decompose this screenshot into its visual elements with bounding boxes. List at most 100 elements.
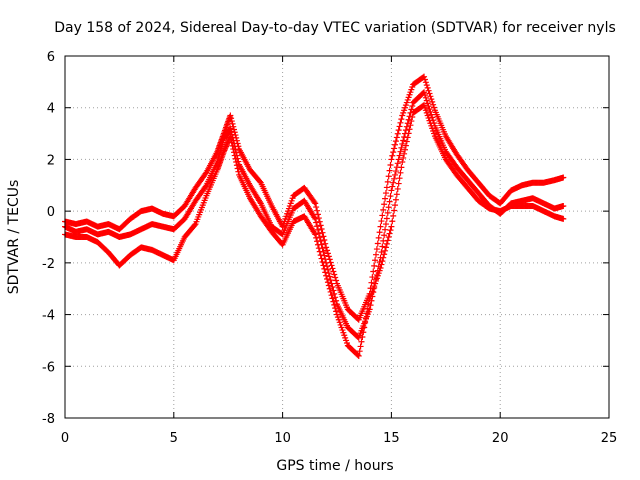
y-tick-label: 0: [47, 205, 55, 220]
data-point: [560, 174, 567, 181]
data-point: [232, 155, 239, 162]
data-point: [390, 179, 397, 186]
data-point: [228, 136, 235, 143]
data-point: [312, 231, 319, 238]
data-point: [373, 246, 380, 253]
data-point: [426, 106, 433, 113]
data-point: [383, 184, 390, 191]
data-point: [428, 96, 435, 103]
data-point: [315, 245, 322, 252]
data-point: [313, 234, 320, 241]
data-point: [375, 234, 382, 241]
data-point: [402, 142, 409, 149]
data-point: [380, 206, 387, 213]
data-point: [381, 201, 388, 208]
data-point: [370, 268, 377, 275]
data-point: [395, 156, 402, 163]
data-point: [429, 114, 436, 121]
data-point: [228, 115, 235, 122]
data-point: [364, 305, 371, 312]
x-tick-label: 25: [601, 431, 618, 446]
data-point: [560, 202, 567, 209]
data-point: [311, 199, 318, 206]
data-point: [322, 240, 329, 247]
x-tick-label: 0: [61, 431, 69, 446]
plot-background: [65, 56, 609, 418]
data-point: [233, 162, 240, 169]
data-point: [326, 285, 333, 292]
data-point: [316, 248, 323, 255]
data-point: [321, 237, 328, 244]
data-point: [331, 290, 338, 297]
data-point: [378, 261, 385, 268]
data-point: [235, 168, 242, 175]
data-point: [313, 219, 320, 226]
data-point: [392, 171, 399, 178]
data-point: [400, 154, 407, 161]
data-point: [406, 126, 413, 133]
data-point: [421, 76, 428, 83]
data-point: [430, 101, 437, 108]
data-point: [396, 175, 403, 182]
data-point: [393, 191, 400, 198]
plot-border: [64, 55, 610, 419]
data-point: [356, 348, 363, 355]
data-point: [397, 119, 404, 126]
data-point: [330, 298, 337, 305]
data-point: [387, 227, 394, 234]
data-point: [427, 108, 434, 115]
data-point: [389, 183, 396, 190]
data-point: [391, 175, 398, 182]
chart-title: Day 158 of 2024, Sidereal Day-to-day VTE…: [54, 20, 616, 36]
data-point: [324, 279, 331, 286]
data-point: [333, 297, 340, 304]
data-point: [314, 223, 321, 230]
data-point: [392, 168, 399, 175]
data-point: [392, 202, 399, 209]
data-point: [399, 140, 406, 147]
data-point: [395, 180, 402, 187]
y-tick-label: 6: [47, 50, 55, 65]
data-point: [314, 207, 321, 214]
y-tick-label: -6: [42, 360, 55, 375]
data-point: [233, 159, 240, 166]
data-point: [313, 204, 320, 211]
series-track-c: [62, 102, 567, 359]
data-point: [372, 257, 379, 264]
data-point: [398, 116, 405, 123]
x-tick-label: 10: [274, 431, 291, 446]
y-axis-label: SDTVAR / TECUs: [6, 180, 22, 295]
data-point: [374, 240, 381, 247]
data-point: [333, 308, 340, 315]
x-tick-label: 15: [383, 431, 400, 446]
tick-layer: 0 5 10 15 20 25 -8 -6 -4 -2 0 2 4 6: [42, 50, 617, 446]
data-point: [387, 162, 394, 169]
data-point: [324, 276, 331, 283]
data-point: [329, 265, 336, 272]
data-point: [362, 319, 369, 326]
data-point: [328, 292, 335, 299]
data-point: [229, 120, 236, 127]
data-point: [385, 173, 392, 180]
data-point: [358, 338, 365, 345]
y-tick-label: -4: [42, 309, 55, 324]
y-tick-label: 4: [47, 102, 55, 117]
data-point: [381, 232, 388, 239]
data-point: [320, 233, 327, 240]
y-tick-label: 2: [47, 153, 55, 168]
x-tick-label: 20: [492, 431, 509, 446]
data-point: [422, 79, 429, 86]
data-point: [315, 230, 322, 237]
data-point: [398, 144, 405, 151]
data-point: [382, 190, 389, 197]
data-point: [379, 258, 386, 265]
data-point: [422, 94, 429, 101]
data-point: [354, 352, 361, 359]
data-point: [389, 218, 396, 225]
data-point: [379, 243, 386, 250]
x-tick-label: 5: [170, 431, 178, 446]
data-point: [314, 211, 321, 218]
data-point: [379, 212, 386, 219]
data-point: [325, 282, 332, 289]
data-point: [421, 73, 428, 80]
